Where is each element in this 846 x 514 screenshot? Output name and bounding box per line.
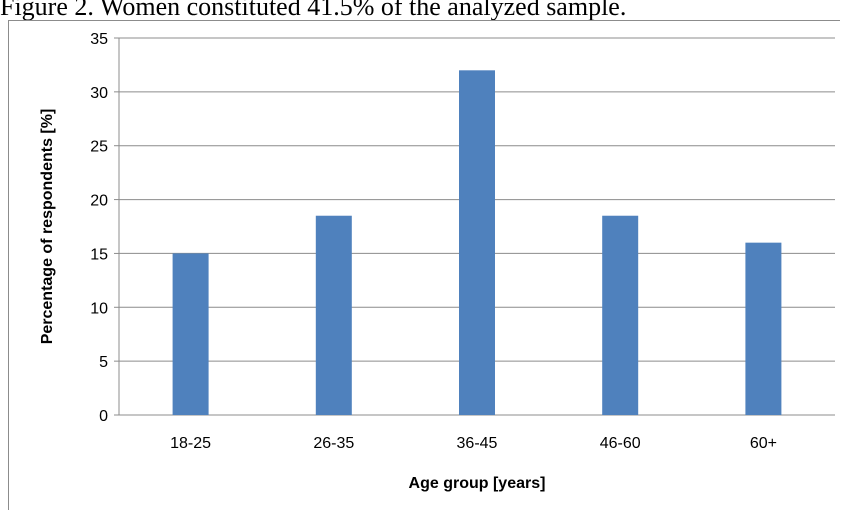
y-axis-title: Percentage of respondents [%] <box>39 109 56 345</box>
y-tick-label: 0 <box>99 408 108 425</box>
x-tick-label: 60+ <box>750 435 777 452</box>
x-tick-label: 26-35 <box>313 435 354 452</box>
figure-caption: Figure 2. Women constituted 41.5% of the… <box>0 0 627 21</box>
y-tick-labels: 0 5 10 15 20 25 30 35 <box>90 31 108 425</box>
bar-26-35 <box>315 215 352 415</box>
y-tick-label: 5 <box>99 354 108 371</box>
chart-frame <box>8 20 840 510</box>
bar-18-25 <box>172 253 209 415</box>
x-tick-label: 46-60 <box>600 435 641 452</box>
y-tick-label: 30 <box>90 85 108 102</box>
y-tick-label: 15 <box>90 246 108 263</box>
y-tick-label: 10 <box>90 300 108 317</box>
x-tick-labels: 18-25 26-35 36-45 46-60 60+ <box>170 435 777 452</box>
bar-60+ <box>745 242 782 415</box>
bar-36-45 <box>459 70 495 416</box>
x-tick-label: 18-25 <box>170 435 211 452</box>
bar-46-60 <box>602 215 639 415</box>
x-axis-title: Age group [years] <box>409 475 546 492</box>
x-tick-label: 36-45 <box>457 435 498 452</box>
y-tick-label: 35 <box>90 31 108 48</box>
y-tick-label: 20 <box>90 193 108 210</box>
y-tick-label: 25 <box>90 139 108 156</box>
bars <box>172 70 782 416</box>
